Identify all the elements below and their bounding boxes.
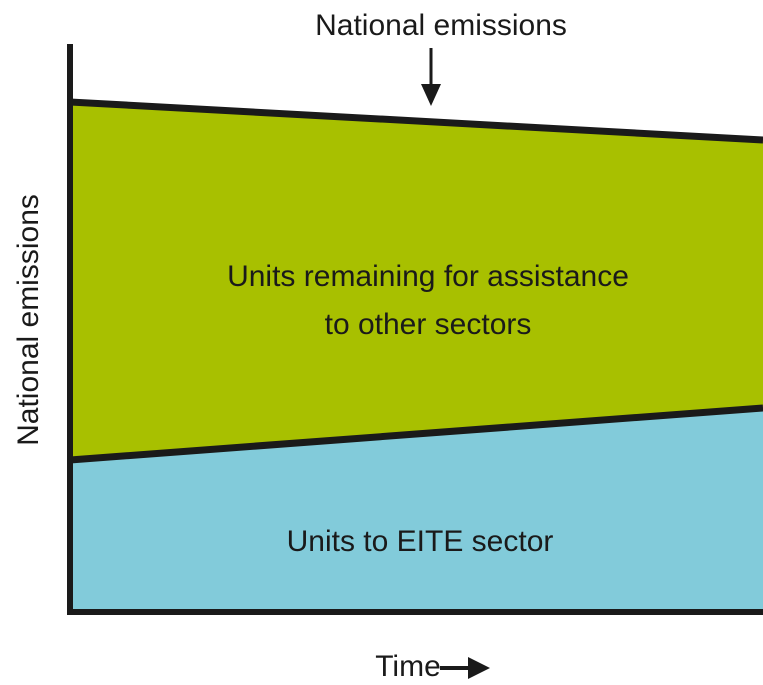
time-arrow-head (468, 657, 490, 679)
region-label: to other sectors (325, 308, 532, 341)
region-label: Units remaining for assistance (227, 260, 629, 293)
emissions-line (69, 98, 763, 144)
y-axis-label: National emissions (12, 194, 45, 446)
top-annotation: National emissions (315, 9, 567, 42)
green-region (70, 102, 763, 460)
annotation-arrow-head (421, 84, 441, 106)
region-label: Units to EITE sector (287, 525, 554, 558)
blue-region (70, 408, 763, 612)
eite-line (69, 404, 763, 464)
x-axis-label: Time (375, 650, 441, 683)
